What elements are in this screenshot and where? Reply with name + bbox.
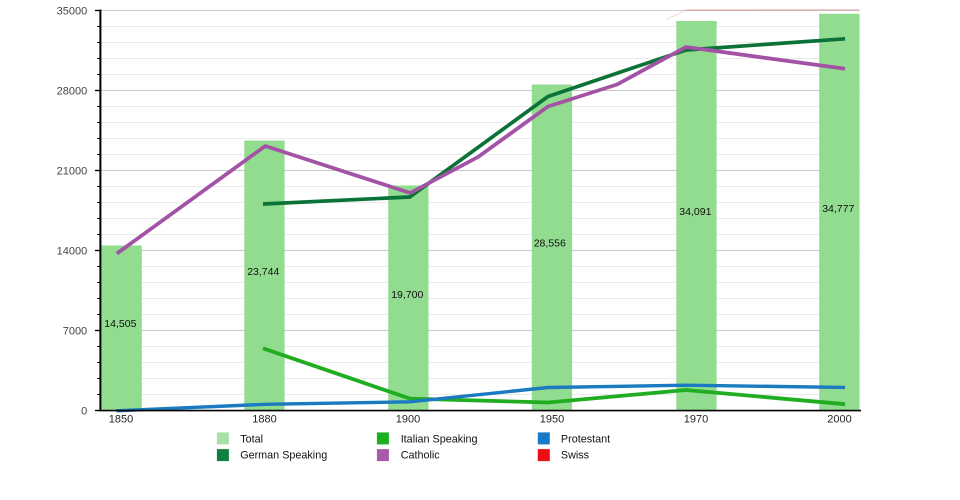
svg-text:14,505: 14,505	[104, 318, 136, 330]
svg-text:1970: 1970	[684, 413, 708, 425]
svg-text:1950: 1950	[540, 413, 564, 425]
svg-text:35000: 35000	[57, 6, 88, 18]
svg-text:28,556: 28,556	[534, 238, 566, 250]
svg-text:Catholic: Catholic	[401, 450, 441, 462]
svg-text:Total: Total	[240, 433, 263, 445]
svg-text:23,744: 23,744	[247, 266, 279, 278]
svg-text:21000: 21000	[57, 166, 88, 178]
svg-text:1850: 1850	[109, 413, 133, 425]
svg-text:28000: 28000	[57, 86, 88, 98]
svg-text:34,091: 34,091	[679, 206, 711, 218]
svg-text:7000: 7000	[63, 326, 87, 338]
svg-text:German Speaking: German Speaking	[240, 450, 327, 462]
svg-text:1880: 1880	[252, 413, 276, 425]
svg-text:2000: 2000	[827, 413, 851, 425]
svg-text:Italian Speaking: Italian Speaking	[401, 433, 478, 445]
svg-text:14000: 14000	[57, 246, 88, 258]
svg-text:19,700: 19,700	[391, 289, 423, 301]
svg-text:34,777: 34,777	[822, 203, 854, 215]
svg-text:0: 0	[81, 406, 87, 418]
svg-text:Protestant: Protestant	[561, 433, 610, 445]
svg-text:1900: 1900	[396, 413, 420, 425]
svg-text:Swiss: Swiss	[561, 450, 590, 462]
